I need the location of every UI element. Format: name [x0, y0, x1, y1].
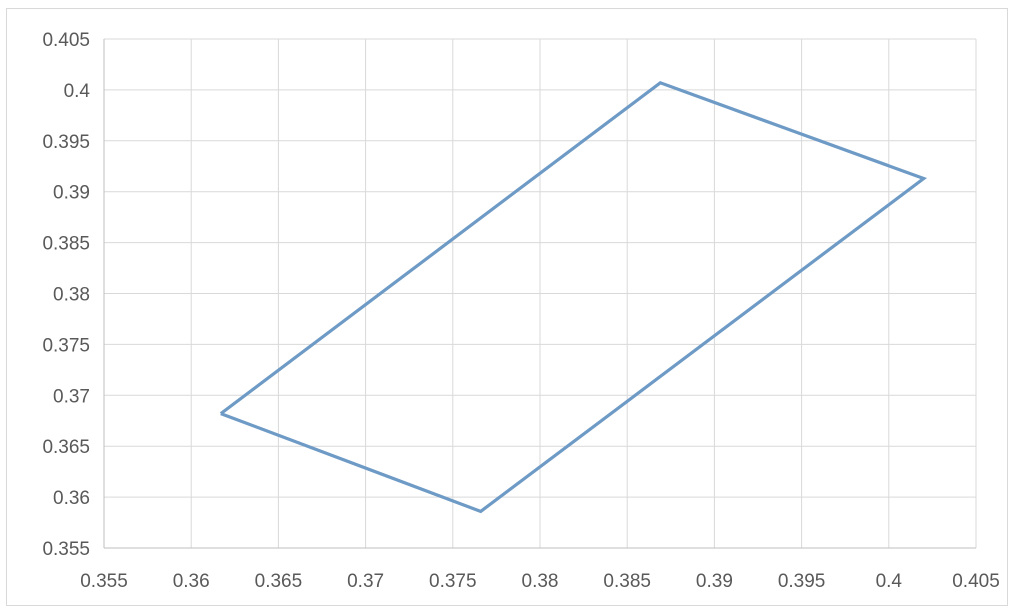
y-tick-label: 0.405	[42, 30, 90, 51]
grid-lines	[103, 38, 977, 549]
y-tick-label: 0.37	[53, 386, 90, 407]
x-tick-label: 0.365	[255, 571, 303, 592]
y-tick-label: 0.365	[42, 437, 90, 458]
x-tick-label: 0.355	[80, 571, 128, 592]
x-tick-label: 0.375	[429, 571, 477, 592]
y-tick-label: 0.38	[53, 285, 90, 306]
chart-frame	[6, 8, 1008, 606]
x-tick-label: 0.395	[778, 571, 826, 592]
x-tick-label: 0.4	[876, 571, 903, 592]
y-tick-label: 0.385	[42, 234, 90, 255]
y-tick-label: 0.4	[64, 81, 91, 102]
x-tick-label: 0.36	[173, 571, 210, 592]
x-tick-label: 0.385	[603, 571, 651, 592]
y-tick-label: 0.375	[42, 335, 90, 356]
y-tick-label: 0.36	[53, 488, 90, 509]
x-tick-label: 0.405	[952, 571, 1000, 592]
x-tick-label: 0.37	[347, 571, 384, 592]
series-line	[219, 80, 928, 514]
axes	[103, 39, 976, 549]
y-axis-tick-labels: 0.355 0.36 0.365 0.37 0.375 0.38 0.385 0.39 0.39…	[42, 30, 90, 560]
x-tick-label: 0.39	[696, 571, 733, 592]
x-axis-tick-labels: 0.355 0.36 0.365 0.37 0.375 0.38 0.385 0.39 0.39…	[80, 571, 1000, 592]
y-tick-label: 0.395	[42, 132, 90, 153]
y-tick-label: 0.39	[53, 183, 90, 204]
y-tick-label: 0.355	[42, 539, 90, 560]
x-tick-label: 0.38	[522, 571, 559, 592]
series-layer	[219, 80, 928, 514]
